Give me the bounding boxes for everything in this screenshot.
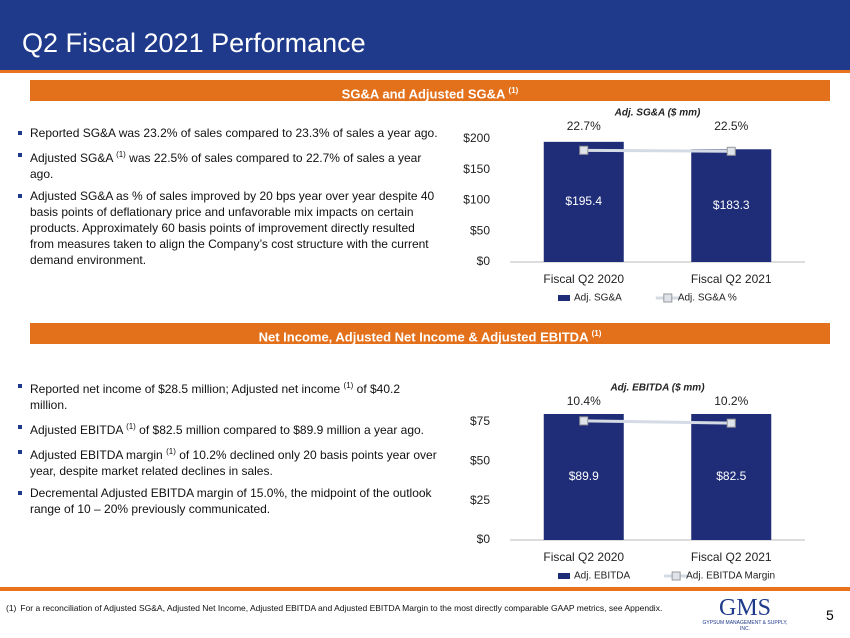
logo: GMS GYPSUM MANAGEMENT & SUPPLY, INC. (700, 596, 790, 632)
section-heading: SG&A and Adjusted SG&A (1) (30, 80, 830, 101)
chart-title: Adj. SG&A ($ mm) (614, 108, 701, 119)
marker (726, 146, 736, 156)
heading-text: SG&A and Adjusted SG&A (341, 86, 505, 102)
bar (691, 414, 772, 540)
line-label: 10.4% (567, 394, 601, 408)
bullet-sup: (1) (116, 150, 126, 159)
heading-sup: (1) (591, 329, 602, 338)
bullet-text: was 22.5% of sales compared to 22.7% of … (30, 151, 422, 181)
legend-swatch (558, 573, 570, 579)
y-tick-label: $150 (463, 162, 490, 176)
bullet-text: of $40.2 million. (30, 382, 401, 412)
y-tick-label: $0 (477, 254, 491, 268)
bullet-text: Decremental Adjusted EBITDA margin of 15… (30, 486, 432, 516)
bar (691, 149, 772, 262)
legend-label: Adj. EBITDA Margin (686, 571, 775, 582)
y-tick-label: $100 (463, 193, 490, 207)
footnote-marker: (1) (6, 603, 17, 613)
bullet: Adjusted EBITDA (1) of $82.5 million com… (18, 419, 438, 438)
bullet-text: Reported net income of $28.5 million; Ad… (30, 382, 341, 396)
chart: Adj. EBITDA ($ mm) $0 $25 $50 $75 $89.9 $82.5 1… (470, 383, 805, 582)
line (583, 419, 732, 425)
legend-label: Adj. EBITDA (574, 571, 630, 582)
bullet-text: Adjusted EBITDA (30, 423, 123, 437)
y-tick-label: $0 (477, 532, 491, 546)
bar-label: $183.3 (713, 198, 750, 212)
bullet-text: Adjusted EBITDA margin (30, 448, 163, 462)
bullet: Adjusted SG&A (1) was 22.5% of sales com… (18, 147, 438, 182)
bar-label: $195.4 (565, 194, 602, 208)
footnote-text: For a reconciliation of Adjusted SG&A, A… (20, 603, 663, 613)
line-label: 22.5% (714, 119, 748, 133)
bar-label: $89.9 (569, 469, 599, 483)
bullet: Adjusted EBITDA margin (1) of 10.2% decl… (18, 444, 438, 479)
bullet: Reported net income of $28.5 million; Ad… (18, 378, 438, 413)
y-tick-label: $50 (470, 453, 490, 467)
bullet-text: of $82.5 million compared to $89.9 milli… (135, 423, 425, 437)
bullet-text: Adjusted SG&A as % of sales improved by … (30, 189, 435, 267)
bullet-sup: (1) (166, 447, 176, 456)
legend-swatch (558, 295, 570, 301)
bullet-text: Adjusted SG&A (30, 151, 113, 165)
chart: Adj. SG&A ($ mm) $0 $50 $100 $150 $200 $195.4 $… (463, 108, 805, 304)
footnote: (1) For a reconciliation of Adjusted SG&A… (6, 603, 686, 613)
bullet: Adjusted SG&A as % of sales improved by … (18, 188, 438, 268)
bullet-list: Reported SG&A was 23.2% of sales compare… (18, 125, 438, 274)
footer-rule (0, 587, 850, 591)
bullet: Reported SG&A was 23.2% of sales compare… (18, 125, 438, 141)
bar (543, 414, 624, 540)
heading-sup: (1) (508, 86, 519, 95)
bar-label: $82.5 (716, 469, 746, 483)
x-tick-label: Fiscal Q2 2020 (543, 550, 624, 564)
section-heading: Net Income, Adjusted Net Income & Adjust… (30, 323, 830, 344)
y-tick-label: $25 (470, 493, 490, 507)
bullet: Decremental Adjusted EBITDA margin of 15… (18, 485, 438, 517)
page-number: 5 (826, 607, 834, 623)
x-tick-label: Fiscal Q2 2020 (543, 272, 624, 286)
logo-tagline: GYPSUM MANAGEMENT & SUPPLY, INC. (702, 620, 788, 632)
line-label: 22.7% (567, 119, 601, 133)
bullet-sup: (1) (126, 422, 136, 431)
legend-label: Adj. SG&A % (678, 293, 737, 304)
y-tick-label: $75 (470, 414, 490, 428)
marker (726, 418, 736, 428)
bullet-text: of 10.2% declined only 20 basis points y… (30, 448, 437, 478)
header-band (0, 0, 850, 70)
x-tick-label: Fiscal Q2 2021 (691, 272, 772, 286)
heading-text: Net Income, Adjusted Net Income & Adjust… (258, 329, 588, 345)
line (583, 148, 732, 153)
bullet-list: Reported net income of $28.5 million; Ad… (18, 378, 438, 523)
bullet-sup: (1) (343, 381, 354, 390)
x-tick-label: Fiscal Q2 2021 (691, 550, 772, 564)
logo-name: GMS (718, 595, 772, 621)
header-rule (0, 70, 850, 73)
chart-title: Adj. EBITDA ($ mm) (609, 383, 705, 394)
legend-swatch (663, 293, 673, 303)
y-tick-label: $50 (470, 223, 490, 237)
marker (579, 145, 589, 155)
marker (579, 416, 589, 426)
legend-swatch (671, 571, 681, 581)
legend-label: Adj. SG&A (574, 293, 622, 304)
y-tick-label: $200 (463, 131, 490, 145)
bullet-text: Reported SG&A was 23.2% of sales compare… (30, 126, 438, 140)
line-label: 10.2% (714, 394, 748, 408)
slide-title: Q2 Fiscal 2021 Performance (22, 28, 366, 58)
bar (543, 141, 624, 262)
